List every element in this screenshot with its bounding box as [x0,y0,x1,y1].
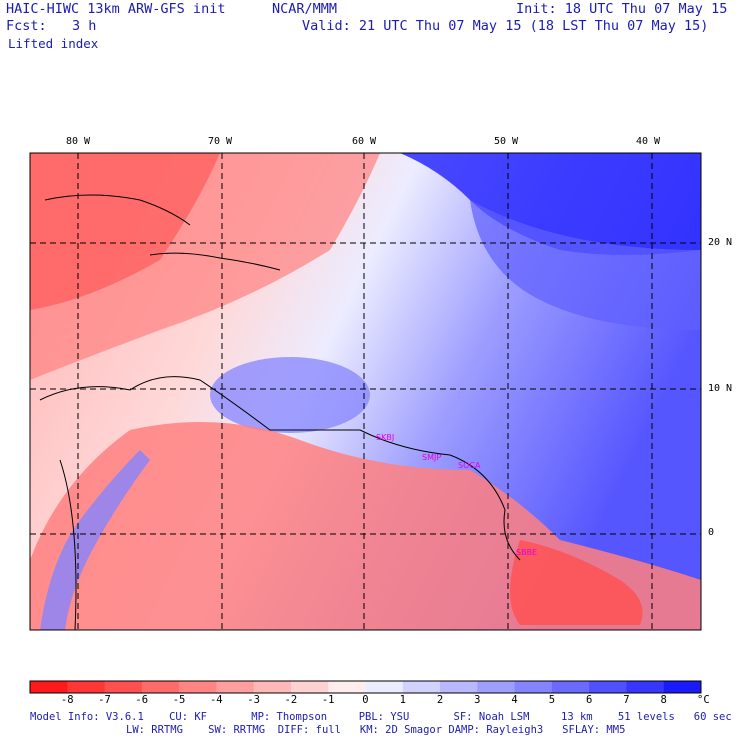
lat-label-20n: 20 N [708,237,733,248]
lon-label-50w: 50 W [494,136,519,147]
lon-label-40w: 40 W [636,136,661,147]
colorbar-frame [29,680,702,694]
colorbar-swatch [67,681,106,693]
colorbar-swatch [551,681,590,693]
colorbar-swatch [514,681,553,693]
colorbar-label: 2 [436,694,444,706]
lon-label-60w: 60 W [352,136,377,147]
unstable-region-cuba [30,153,220,310]
colorbar-label: -5 [172,694,186,706]
field-name: Lifted index [8,36,99,51]
colorbar-label: -1 [321,694,335,706]
colorbar-label: -2 [284,694,298,706]
unstable-region-amazon [510,540,643,625]
colorbar-label: -7 [98,694,111,706]
colorbar-label: -3 [247,694,260,706]
colorbar [29,680,702,694]
colorbar-label: 8 [660,694,667,706]
colorbar-label: 4 [511,694,518,706]
colorbar-swatch [589,681,627,693]
forecast-label: Fcst: [6,18,47,34]
coastline-pacific [59,459,77,630]
colorbar-label: -4 [209,694,223,706]
coastline-hispaniola [149,252,281,271]
colorbar-swatch [328,681,366,693]
colorbar-label: 7 [623,694,630,706]
lat-label-0: 0 [708,527,715,538]
colorbar-swatch [402,681,441,693]
stable-region-ne [400,153,701,255]
andes-stable-band [40,450,150,630]
colorbar-label: 6 [585,694,593,706]
colorbar-swatch [663,681,702,693]
map-frame [29,152,702,631]
colorbar-swatch [30,681,68,693]
colorbar-unit: °C [697,694,710,706]
station-skbj: SKBJ [376,433,394,442]
coastline-cuba [44,194,191,226]
model-info-line2: LW: RRTMG SW: RRTMG DIFF: full KM: 2D Sm… [126,724,626,736]
forecast-hour: 3 h [72,18,97,34]
lon-label-80w: 80 W [66,136,91,147]
model-title: HAIC-HIWC 13km ARW-GFS init [6,1,226,17]
colorbar-swatch [477,681,516,693]
colorbar-swatch [216,681,255,693]
colorbar-label: -8 [60,694,74,706]
lon-label-70w: 70 W [208,136,233,147]
station-sbbe: SBBE [516,548,537,557]
model-info-line1: Model Info: V3.6.1 CU: KF MP: Thompson P… [30,711,732,723]
stable-region-mid [470,200,701,330]
colorbar-label: -6 [135,694,149,706]
lat-label-10n: 10 N [708,383,733,394]
colorbar-swatch [290,681,329,693]
colorbar-swatch [141,681,180,693]
colorbar-swatch [253,681,292,693]
stable-region-caribbean [210,357,370,433]
valid-time: Valid: 21 UTC Thu 07 May 15 (18 LST Thu … [302,18,709,34]
coastline-south-america [39,376,521,561]
colorbar-label: 5 [548,694,556,706]
colorbar-swatch [179,681,217,693]
colorbar-swatch [626,681,665,693]
organization-label: NCAR/MMM [272,1,338,17]
station-soca: SOCA [458,461,481,470]
colorbar-label: 0 [362,694,369,706]
lat-lon-grid [30,153,701,630]
colorbar-label: 3 [474,694,481,706]
colorbar-swatch [104,681,143,693]
colorbar-swatch [365,681,404,693]
colorbar-label: 1 [399,694,406,706]
init-time: Init: 18 UTC Thu 07 May 15 [516,1,728,17]
colorbar-swatch [440,681,478,693]
station-smjp: SMJP [422,453,441,462]
